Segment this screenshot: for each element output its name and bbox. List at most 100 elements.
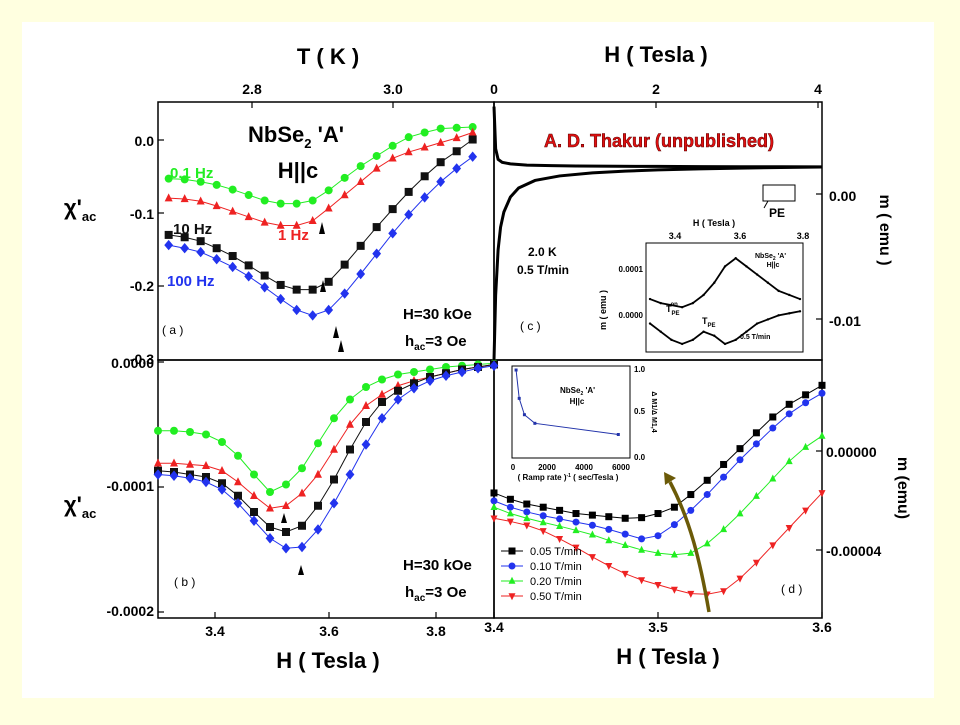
panel-c-inset-point-0-4 — [691, 301, 695, 305]
panel-c-inset-frame — [645, 242, 804, 353]
panel-b-series-3-point-12 — [345, 469, 355, 480]
panel-b-series-3-point-9 — [297, 541, 307, 553]
panel-c-inset-point-0-13 — [788, 293, 791, 297]
panel-a-series-1-point-7 — [276, 220, 285, 229]
panel-a-label-1hz: 1 Hz — [278, 227, 309, 244]
panel-a-series-3-point-1 — [180, 243, 190, 254]
panel-d-x-axis-label: H ( Tesla ) — [616, 644, 720, 669]
panel-b-series-0-point-16 — [410, 368, 418, 376]
panel-b-series-3-point-17 — [425, 375, 435, 386]
panel-b-panel-label: ( b ) — [174, 575, 195, 589]
panel-d-series-2-point-18 — [785, 457, 793, 465]
panel-c-inset-tick-3.4: 3.4 — [669, 231, 682, 241]
panel-a-series-3-point-3 — [212, 253, 222, 265]
panel-b-series-0-point-10 — [314, 439, 322, 448]
panel-d-series-0-point-3 — [539, 503, 547, 511]
panel-d-series-3-point-6 — [588, 554, 596, 562]
panel-d-legend-marker-0 — [508, 547, 516, 555]
panel-b-series-0-point-12 — [346, 395, 354, 404]
panel-d-series-3-point-20 — [818, 490, 826, 498]
panel-d-series-3-point-8 — [621, 570, 629, 578]
panel-c-inset-point-0-10 — [755, 273, 759, 276]
panel-a-label-10hz: 10 Hz — [173, 221, 212, 238]
panel-a-series-3-point-19 — [468, 151, 478, 162]
panel-d-inset-title-sub: H||c — [570, 397, 585, 406]
panel-d-series-2-point-3 — [539, 518, 547, 526]
panel-d-series-3-point-11 — [670, 586, 678, 594]
panel-b-series-3-point-13 — [361, 439, 371, 450]
panel-b-series-0-point-11 — [330, 414, 338, 423]
panel-c-pe-pointer — [763, 200, 769, 209]
panel-a-series-3-point-6 — [260, 282, 270, 293]
panel-c-inset — [648, 257, 802, 346]
panel-c-pe-label: PE — [769, 206, 785, 220]
panel-d-series-3-point-18 — [785, 524, 793, 532]
panel-a-label-0.1hz: 0.1 Hz — [170, 165, 213, 182]
panel-b-series-2-point-6 — [250, 508, 258, 516]
panel-c-inset-tick-3.6: 3.6 — [734, 231, 747, 241]
panel-a-series-1-point-6 — [260, 217, 269, 226]
panel-a-series-1-point-1 — [180, 194, 189, 203]
panel-c-inset-title-sub: H||c — [767, 262, 780, 269]
panel-a-series-0-point-17 — [436, 124, 445, 133]
panel-c-top-tick-4: 4 — [814, 81, 822, 97]
panel-b-field-annotation: H=30 kOe — [403, 557, 472, 574]
panel-b-series-2-point-12 — [346, 445, 354, 454]
panel-d-inset-point-2 — [522, 413, 526, 417]
panel-d-series-3-point-16 — [752, 559, 760, 567]
panel-c-inset-point-1-11 — [766, 318, 770, 321]
panel-c-branch-1 — [492, 165, 823, 361]
panel-d-series-1-point-20 — [818, 389, 826, 397]
panel-c-inset-point-1-5 — [702, 330, 705, 333]
panel-c-inset-point-0-2 — [670, 303, 673, 307]
panel-a-top-axis-label: T ( K ) — [297, 44, 359, 69]
panel-c-inset-point-1-13 — [788, 312, 791, 315]
panel-d-series-1-point-15 — [736, 456, 744, 464]
panel-d-series-3-point-7 — [605, 562, 613, 570]
panel-b-series-1-point-4 — [218, 465, 226, 474]
panel-a-series-1-point-10 — [324, 203, 333, 212]
panel-b-series-1-point-6 — [250, 490, 258, 499]
panel-c-temp-annotation: 2.0 K — [528, 245, 557, 259]
panel-a-series-1-point-19 — [468, 127, 477, 136]
panel-d-series-3-point-1 — [506, 518, 514, 526]
panel-a-series-0-point-9 — [308, 196, 317, 205]
panel-a-series-1-point-2 — [196, 196, 205, 205]
panel-a-series-0-point-4 — [228, 185, 237, 194]
panel-c-inset-point-1-6 — [713, 334, 716, 337]
panel-a-label-100hz: 100 Hz — [167, 273, 215, 290]
panel-d-series-1-point-16 — [752, 440, 760, 448]
panel-a-series-2-point-0 — [164, 230, 173, 239]
panel-d-series-2-point-10 — [654, 548, 662, 556]
panel-a-series-1-point-8 — [292, 220, 301, 229]
panel-b-series-3-point-3 — [201, 476, 211, 488]
panel-a-series-1-point-16 — [420, 142, 429, 151]
panel-b — [153, 359, 499, 618]
panel-a-series-0-point-6 — [260, 196, 269, 205]
panel-d-series-1-point-18 — [785, 410, 793, 418]
panel-b-x-tick-3.6: 3.6 — [319, 623, 339, 639]
panel-c-inset-rate: 0.5 T/min — [740, 334, 770, 341]
panel-d-series-1-point-12 — [687, 506, 695, 514]
panel-d-series-3-point-5 — [572, 544, 580, 552]
panel-d-series-1-point-0 — [490, 497, 498, 505]
panel-b-series-0-point-14 — [378, 375, 386, 384]
panel-a-series-2-point-19 — [468, 135, 477, 144]
panel-a-series-3-point-9 — [308, 310, 318, 321]
panel-b-arrow-marker-1 — [298, 565, 304, 575]
panel-d-series-3-point-12 — [687, 590, 695, 598]
panel-d-series-0-point-15 — [736, 445, 744, 453]
panel-a-series-2-point-8 — [292, 285, 301, 294]
panel-b-series-0-point-2 — [186, 428, 194, 436]
panel-d-series-3-point-4 — [556, 536, 564, 544]
panel-a-series-3-point-18 — [452, 163, 462, 174]
panel-c-inset-point-1-7 — [723, 342, 727, 346]
panel-a-series-3-point-13 — [372, 248, 382, 259]
panel-b-series-0-point-0 — [154, 426, 162, 435]
panel-d-series-3-point-10 — [654, 581, 662, 589]
panel-c-y-axis-label: m ( emu ) — [876, 194, 893, 265]
panel-d-y-tick-neg4: -0.00004 — [826, 543, 881, 559]
panel-d-series-1-point-6 — [588, 521, 596, 529]
panel-a-series-2-point-17 — [436, 158, 445, 167]
panel-d-y-tick-0: 0.00000 — [826, 444, 877, 460]
